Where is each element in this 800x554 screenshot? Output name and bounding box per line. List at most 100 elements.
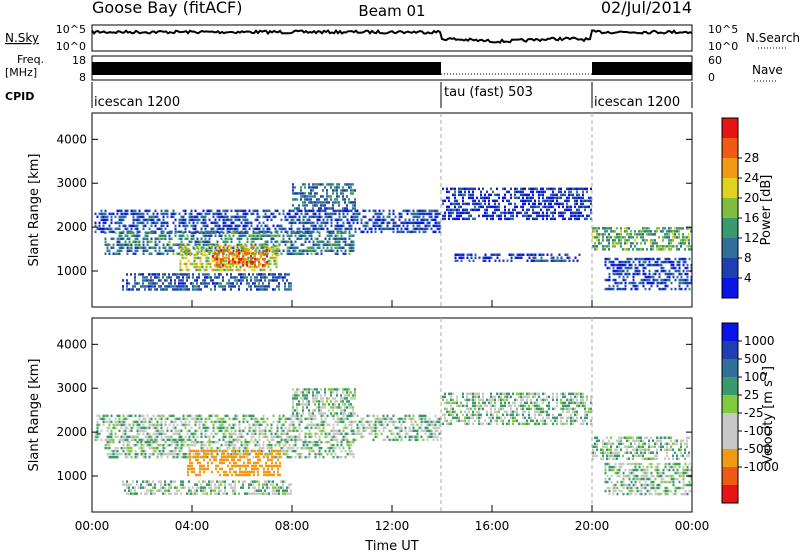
nave-label: Nave xyxy=(752,63,783,77)
velocity-xtick-label: 08:00 xyxy=(275,519,310,533)
power-colorbar-swatch xyxy=(722,198,738,218)
nsky-label: N.Sky xyxy=(5,31,39,45)
power-colorbar-tick: 24 xyxy=(744,171,759,185)
freq-tick-top: 18 xyxy=(72,54,86,67)
power-region-9 xyxy=(592,227,692,251)
nsky-tick-bottom-left: 10^0 xyxy=(56,40,86,53)
power-ytick-label: 3000 xyxy=(56,176,87,190)
velocity-colorbar: 1000 500 100 25 -25 -100 -500 -1000 xyxy=(721,322,779,504)
velocity-ytick-label: 4000 xyxy=(56,337,87,351)
power-data xyxy=(94,183,693,291)
power-region-7 xyxy=(442,187,592,221)
power-colorbar-swatch xyxy=(722,178,738,198)
nsky-tick-bottom-right: 10^0 xyxy=(708,40,738,53)
velocity-xtick-label: 12:00 xyxy=(375,519,410,533)
power-colorbar-swatch xyxy=(722,238,738,258)
power-colorbar-label: Power [dB] xyxy=(759,175,774,246)
freq-tick-bottom: 8 xyxy=(79,71,86,84)
velocity-xtick-label: 16:00 xyxy=(475,519,510,533)
freq-label: Freq. xyxy=(17,53,44,66)
velocity-colorbar-tick: 1000 xyxy=(744,334,775,348)
nave-tick-bottom: 0 xyxy=(708,71,715,84)
freq-unit-label: [MHz] xyxy=(5,66,37,79)
velocity-colorbar-swatch xyxy=(722,485,738,503)
velocity-xtick-label: 20:00 xyxy=(575,519,610,533)
velocity-colorbar-swatch xyxy=(722,467,738,485)
velocity-region-1 xyxy=(94,414,441,442)
power-region-8 xyxy=(454,253,581,262)
power-colorbar-tick: 8 xyxy=(744,251,752,265)
velocity-panel: 1000 2000 3000 4000 00:00 04:00 08:00 12:00 16:… xyxy=(27,300,779,554)
station-title: Goose Bay (fitACF) xyxy=(92,0,242,17)
cpid-strip: CPID icescan 1200 tau (fast) 503 icescan… xyxy=(5,82,693,110)
power-ytick-label: 4000 xyxy=(56,132,87,146)
power-colorbar-tick: 4 xyxy=(744,271,752,285)
velocity-colorbar-tick: -1000 xyxy=(744,460,779,474)
cpid-mode-3: icescan 1200 xyxy=(594,95,680,110)
power-colorbar-swatch xyxy=(722,158,738,178)
velocity-colorbar-tick: 25 xyxy=(744,388,759,402)
power-colorbar-swatch xyxy=(722,278,738,298)
nsky-tick-top-left: 10^5 xyxy=(56,23,86,36)
freq-fill-right xyxy=(592,62,692,75)
velocity-colorbar-swatch xyxy=(722,377,738,395)
power-ytick-label: 2000 xyxy=(56,220,87,234)
nave-tick-top: 60 xyxy=(708,54,722,67)
beam-title: Beam 01 xyxy=(358,2,425,20)
velocity-region-6 xyxy=(442,392,592,426)
nsky-trace xyxy=(91,28,693,44)
power-region-6 xyxy=(292,183,356,210)
velocity-region-2 xyxy=(104,440,355,459)
velocity-colorbar-tick: 500 xyxy=(744,352,767,366)
cpid-label: CPID xyxy=(5,90,34,103)
power-ytick-label: 1000 xyxy=(56,264,87,278)
cpid-mode-1: icescan 1200 xyxy=(94,95,180,110)
power-colorbar-tick: 28 xyxy=(744,151,759,165)
power-region-1 xyxy=(94,209,441,234)
velocity-colorbar-tick: -100 xyxy=(744,424,771,438)
power-colorbar-tick: 16 xyxy=(744,211,759,225)
velocity-data xyxy=(94,388,693,496)
power-region-5 xyxy=(212,249,268,267)
velocity-colorbar-swatch xyxy=(722,323,738,341)
velocity-colorbar-swatch xyxy=(722,341,738,359)
velocity-colorbar-tick: 100 xyxy=(744,370,767,384)
velocity-xlabel: Time UT xyxy=(364,539,418,554)
power-ylabel: Slant Range [km] xyxy=(27,154,42,267)
nsky-tick-top-right: 10^5 xyxy=(708,23,738,36)
freq-fill-left xyxy=(92,62,441,75)
power-region-4 xyxy=(179,244,280,272)
power-region-3 xyxy=(122,273,292,291)
date-title: 02/Jul/2014 xyxy=(601,0,692,17)
power-colorbar-swatch xyxy=(722,258,738,278)
velocity-colorbar-swatch xyxy=(722,449,738,467)
velocity-colorbar-label: Velocity [m s-1] xyxy=(760,366,776,464)
velocity-region-7 xyxy=(592,436,690,460)
velocity-ytick-label: 1000 xyxy=(56,469,87,483)
power-colorbar-swatch xyxy=(722,138,738,158)
power-colorbar-swatch xyxy=(722,218,738,238)
nsearch-label: N.Search xyxy=(746,31,800,45)
velocity-colorbar-swatch xyxy=(722,413,738,431)
velocity-colorbar-swatch xyxy=(722,359,738,377)
power-region-10 xyxy=(604,257,693,291)
velocity-colorbar-swatch xyxy=(722,395,738,413)
cpid-mode-2: tau (fast) 503 xyxy=(444,85,533,100)
velocity-ytick-label: 2000 xyxy=(56,425,87,439)
power-panel: 1000 2000 3000 4000 Slant Range [km] 4 8 12 16… xyxy=(27,112,774,308)
velocity-region-8 xyxy=(604,462,693,496)
freq-strip: Freq. [MHz] 18 8 60 0 Nave xyxy=(5,53,783,84)
velocity-region-5 xyxy=(292,388,356,415)
velocity-region-3 xyxy=(122,480,292,495)
power-colorbar-tick: 12 xyxy=(744,231,759,245)
velocity-ytick-label: 3000 xyxy=(56,381,87,395)
power-colorbar-swatch xyxy=(722,118,738,138)
velocity-colorbar-swatch xyxy=(722,431,738,449)
nsky-strip: N.Sky 10^5 10^0 10^5 10^0 N.Search xyxy=(5,23,800,53)
velocity-ylabel: Slant Range [km] xyxy=(27,359,42,472)
velocity-region-4 xyxy=(187,449,281,477)
velocity-xtick-label: 00:00 xyxy=(675,519,710,533)
power-colorbar: 4 8 12 16 20 24 28 xyxy=(721,117,759,299)
velocity-colorbar-tick: -500 xyxy=(744,442,771,456)
